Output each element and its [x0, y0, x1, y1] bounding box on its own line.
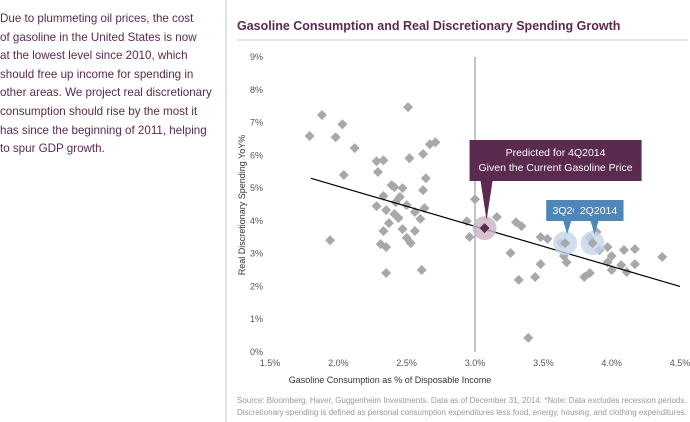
y-tick-label: 4% [250, 216, 263, 226]
point [405, 238, 416, 249]
callout-pointer [480, 181, 493, 221]
x-tick-label: 2.5% [396, 358, 417, 368]
y-tick-label: 7% [250, 118, 263, 128]
sidebar-line: other areas. We project real discretiona… [0, 86, 212, 100]
point [657, 251, 668, 262]
point [304, 130, 315, 141]
callout-pointer [590, 221, 599, 235]
y-tick-label: 8% [250, 85, 263, 95]
point [378, 226, 389, 237]
point [535, 259, 546, 270]
point [516, 221, 527, 232]
point [629, 244, 640, 255]
point [381, 268, 392, 279]
y-tick-label: 6% [250, 150, 263, 160]
point [513, 274, 524, 285]
highlight-point [479, 223, 490, 234]
point [404, 153, 415, 164]
point [338, 170, 349, 180]
source-note: Discretionary spending is defined as per… [237, 408, 687, 417]
y-tick-label: 1% [250, 314, 263, 324]
point [618, 245, 629, 256]
point [403, 102, 414, 113]
sidebar-line: of gasoline in the United States is now [0, 30, 197, 44]
point [430, 137, 441, 148]
point [390, 197, 401, 208]
point [542, 233, 553, 244]
point [491, 211, 502, 222]
x-tick-label: 1.5% [260, 358, 281, 368]
highlight-point [560, 238, 571, 249]
point [383, 218, 394, 229]
point [464, 231, 475, 242]
point [606, 250, 617, 261]
point [381, 242, 392, 253]
point [325, 235, 336, 246]
point [415, 213, 426, 224]
sidebar-line: should free up income for spending in [0, 67, 194, 81]
point [418, 185, 429, 196]
y-tick-label: 5% [250, 183, 263, 193]
x-axis-label: Gasoline Consumption as % of Disposable … [289, 375, 492, 385]
point [316, 110, 327, 121]
x-tick-label: 3.5% [533, 358, 554, 368]
point [378, 155, 389, 166]
x-tick-label: 4.0% [601, 358, 622, 368]
callout-box [469, 140, 642, 181]
point [629, 259, 640, 270]
y-tick-label: 3% [250, 249, 263, 259]
point [418, 149, 429, 160]
y-tick-label: 9% [250, 52, 263, 62]
point [349, 143, 360, 154]
callout-label: Predicted for 4Q2014 [506, 147, 606, 159]
point [371, 156, 382, 167]
y-tick-label: 2% [250, 281, 263, 291]
x-tick-label: 3.0% [465, 358, 486, 368]
point [561, 257, 572, 268]
callout-box [573, 200, 624, 221]
point [470, 194, 480, 205]
x-tick-label: 2.0% [328, 358, 349, 368]
point [371, 201, 382, 212]
point [505, 248, 516, 259]
point [381, 205, 392, 216]
point [616, 260, 627, 271]
source-note: Source: Bloomberg, Haver, Guggenheim Inv… [237, 396, 687, 405]
point [372, 167, 383, 178]
sidebar-line: Due to plummeting oil prices, the cost [0, 12, 194, 25]
point [523, 332, 534, 343]
point [397, 224, 408, 235]
x-tick-label: 4.5% [670, 358, 690, 368]
callout-pointer [563, 221, 572, 235]
point [409, 226, 420, 237]
point [584, 268, 595, 279]
y-tick-label: 0% [250, 347, 263, 357]
point [530, 271, 541, 282]
point [397, 183, 408, 194]
point [416, 265, 427, 276]
sidebar-line: has since the beginning of 2011, helping [0, 123, 207, 137]
sidebar-line: at the lowest level since 2010, which [0, 49, 188, 63]
callout-label: 2Q2014 [580, 205, 618, 217]
point [420, 173, 431, 184]
point [337, 119, 348, 130]
point [393, 212, 404, 223]
point [389, 182, 400, 193]
point [602, 242, 613, 253]
y-axis-label: Real Discretionary Spending YoY% [237, 135, 247, 276]
sidebar-line: to spur GDP growth. [0, 142, 105, 156]
highlight-point [587, 238, 598, 249]
sidebar-line: consumption should rise by the most it [0, 104, 198, 118]
callout-label: Given the Current Gasoline Price [479, 162, 633, 174]
sidebar-text: Due to plummeting oil prices, the cost of… [0, 10, 215, 159]
point [330, 132, 341, 143]
chart-title: Gasoline Consumption and Real Discretion… [237, 19, 620, 33]
